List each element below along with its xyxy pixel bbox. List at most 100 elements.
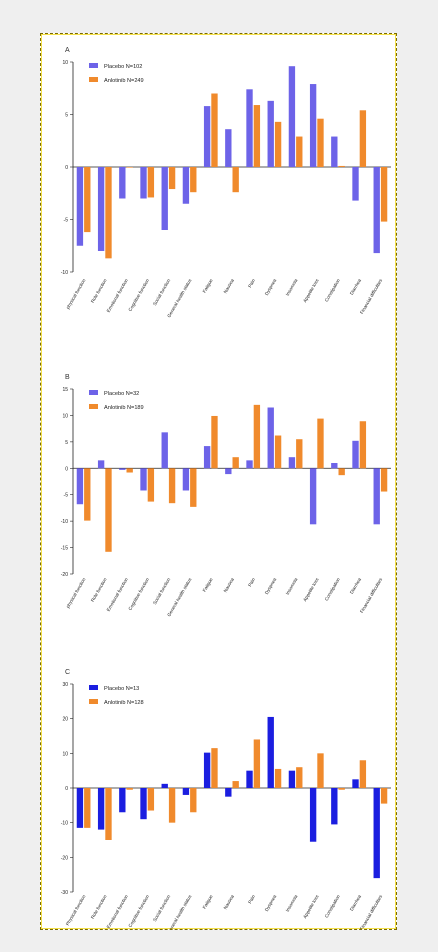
category-label: Role function [90, 278, 108, 304]
y-tick-label: -20 [61, 855, 68, 861]
bar-anlotinib [190, 468, 196, 507]
legend-swatch [89, 699, 98, 704]
bar-placebo [204, 446, 210, 468]
bar-anlotinib [360, 110, 366, 167]
y-tick-label: 0 [65, 165, 68, 171]
category-label: Diarrhea [349, 278, 362, 296]
bar-placebo [374, 167, 380, 253]
bar-anlotinib [360, 421, 366, 468]
y-tick-label: 15 [62, 387, 68, 393]
category-label: Fatigue [202, 278, 214, 294]
category-label: Dyspnea [264, 577, 278, 596]
bar-placebo [183, 468, 189, 490]
panel-label: A [65, 47, 70, 54]
category-label: Cognitive function [127, 577, 150, 612]
category-label: Social function [152, 577, 171, 606]
bar-anlotinib [211, 94, 217, 168]
bar-anlotinib [296, 439, 302, 468]
y-tick-label: 10 [62, 413, 68, 419]
category-label: Emotional function [106, 278, 129, 314]
y-tick-label: -10 [61, 519, 68, 525]
bar-placebo [331, 788, 337, 824]
category-label: Emotional function [106, 894, 129, 929]
legend-swatch [89, 77, 98, 82]
bar-anlotinib [317, 419, 323, 469]
category-label: Insomnia [285, 894, 299, 913]
bar-placebo [98, 460, 104, 468]
bar-placebo [225, 468, 231, 474]
bar-placebo [204, 106, 210, 167]
bar-anlotinib [84, 167, 90, 232]
bar-placebo [331, 137, 337, 167]
y-tick-label: -30 [61, 890, 68, 896]
legend-swatch [89, 390, 98, 395]
figure-frame: A -10 -5 0 5 10 physical function Role function… [40, 33, 397, 930]
bar-placebo [374, 788, 380, 878]
bar-placebo [77, 788, 83, 828]
bar-anlotinib [254, 105, 260, 167]
category-label: Constipation [324, 894, 341, 919]
bar-anlotinib [148, 468, 154, 501]
bar-anlotinib [233, 457, 239, 468]
category-label: Pain [247, 894, 256, 905]
category-label: Constipation [324, 278, 341, 303]
y-tick-label: 0 [65, 786, 68, 792]
legend-swatch [89, 404, 98, 409]
panel-a: A -10 -5 0 5 10 physical function Role function… [41, 36, 396, 326]
bar-placebo [183, 167, 189, 204]
y-tick-label: 5 [65, 440, 68, 446]
bar-anlotinib [339, 468, 345, 475]
y-tick-label: -20 [61, 572, 68, 578]
y-tick-label: 20 [62, 717, 68, 723]
bar-anlotinib [317, 119, 323, 167]
bar-placebo [310, 788, 316, 842]
category-label: Cognitive function [127, 278, 150, 313]
category-label: Financial difficulties [359, 576, 384, 614]
bar-anlotinib [254, 405, 260, 468]
bar-anlotinib [233, 167, 239, 192]
category-label: Appetite loss [302, 277, 320, 303]
category-label: physical function [65, 577, 87, 609]
category-label: General health status [166, 576, 193, 617]
bar-placebo [352, 441, 358, 468]
category-label: Pain [247, 577, 256, 588]
legend-label: Placebo N=102 [104, 64, 142, 70]
category-label: Appetite loss [302, 893, 320, 919]
bar-placebo [289, 457, 295, 468]
bar-placebo [140, 167, 146, 199]
y-tick-label: -5 [64, 493, 69, 499]
category-label: Social function [152, 894, 171, 923]
category-label: Nausea [223, 894, 235, 911]
category-label: Appetite loss [302, 576, 320, 602]
y-tick-label: 5 [65, 113, 68, 119]
bar-anlotinib [275, 122, 281, 167]
legend-label: Anlotinib N=189 [104, 405, 144, 411]
category-label: Cognitive function [127, 894, 150, 929]
bar-anlotinib [169, 468, 175, 503]
bar-placebo [119, 468, 125, 470]
y-tick-label: 0 [65, 466, 68, 472]
chart-b: B -20 -15 -10 -5 0 5 10 15 physical function Role … [41, 334, 396, 619]
bar-placebo [268, 717, 274, 788]
bar-anlotinib [84, 788, 90, 828]
bar-placebo [162, 784, 168, 788]
bar-placebo [183, 788, 189, 795]
category-label: Social function [152, 278, 171, 307]
bar-placebo [140, 468, 146, 490]
bar-anlotinib [148, 788, 154, 811]
panel-c: C -30 -20 -10 0 10 20 30 Physical function Role f… [41, 634, 396, 929]
bar-placebo [289, 66, 295, 167]
category-label: Role function [90, 577, 108, 603]
category-label: Fatigue [202, 577, 214, 593]
category-label: physical function [65, 278, 87, 310]
category-label: Nausea [223, 577, 235, 594]
bar-placebo [162, 167, 168, 230]
bar-anlotinib [127, 468, 133, 472]
bar-anlotinib [105, 167, 111, 258]
bar-placebo [77, 167, 83, 246]
bar-placebo [204, 753, 210, 788]
bar-anlotinib [339, 166, 345, 167]
legend-swatch [89, 685, 98, 690]
legend-label: Anlotinib N=128 [104, 700, 144, 706]
bar-placebo [225, 129, 231, 167]
